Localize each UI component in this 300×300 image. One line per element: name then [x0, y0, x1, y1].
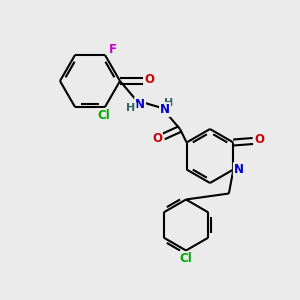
Text: Cl: Cl: [180, 252, 192, 266]
Text: N: N: [135, 98, 145, 111]
Text: H: H: [127, 103, 136, 113]
Text: Cl: Cl: [97, 109, 110, 122]
Text: N: N: [234, 163, 244, 176]
Text: O: O: [254, 133, 265, 146]
Text: O: O: [144, 73, 154, 86]
Text: O: O: [152, 131, 162, 145]
Text: H: H: [164, 98, 173, 108]
Text: N: N: [160, 103, 170, 116]
Text: F: F: [109, 43, 116, 56]
